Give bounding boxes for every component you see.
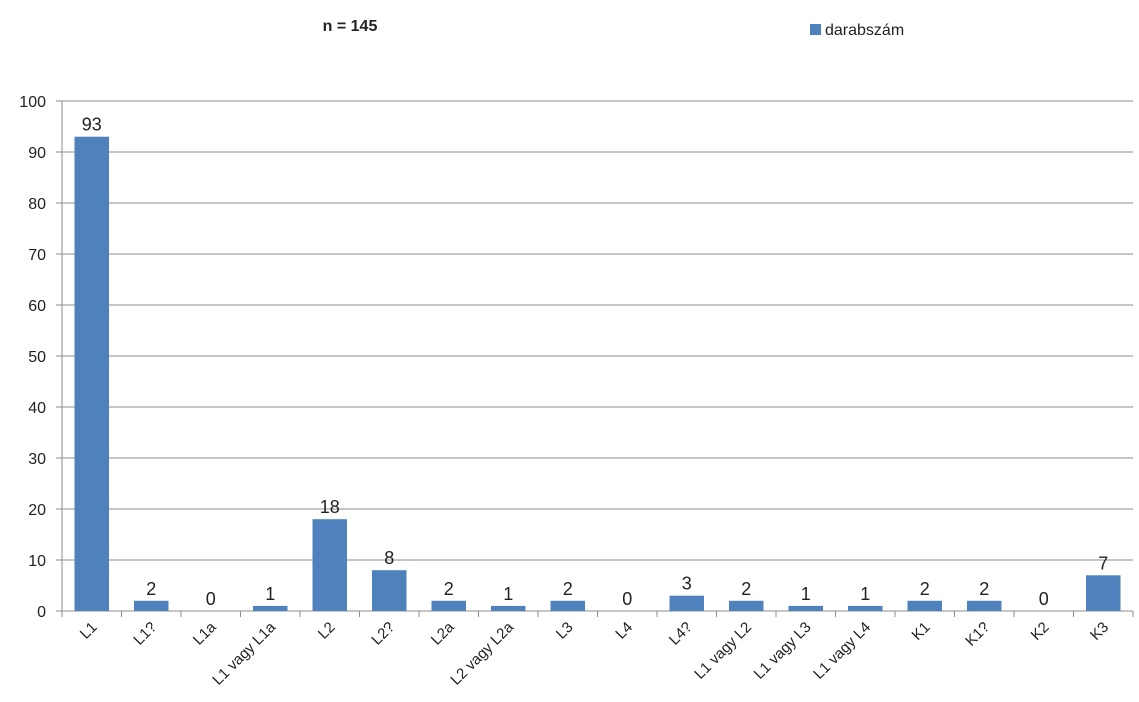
y-tick-label: 80: [28, 196, 46, 213]
bar-l1: [74, 136, 110, 611]
y-tick-label: 0: [37, 604, 46, 621]
data-label: 1: [860, 584, 870, 604]
bar-l3: [550, 600, 586, 611]
bar-l1-vagy-l2: [728, 600, 764, 611]
x-tick-label: L2 vagy L2a: [447, 618, 517, 688]
x-tick-label: L1 vagy L1a: [209, 618, 279, 688]
x-tick-label: K3: [1087, 619, 1112, 644]
y-tick-label: 10: [28, 553, 46, 570]
data-label: 2: [444, 579, 454, 599]
data-label: 1: [801, 584, 811, 604]
bar-l1-: [133, 600, 169, 611]
legend: darabszám: [810, 22, 904, 39]
legend-label: darabszám: [825, 22, 904, 39]
bars: [74, 136, 1121, 611]
bar-k1: [907, 600, 943, 611]
x-tick-label: K2: [1028, 619, 1053, 644]
chart-title: n = 145: [323, 18, 378, 35]
x-tick-label: L2: [315, 619, 339, 643]
bar-l1-vagy-l3: [788, 605, 824, 611]
data-label: 2: [146, 579, 156, 599]
data-label: 0: [1039, 589, 1049, 609]
x-tick-label: L1: [77, 619, 101, 643]
data-label: 1: [503, 584, 513, 604]
y-tick-label: 100: [19, 94, 46, 111]
y-tick-label: 30: [28, 451, 46, 468]
data-label: 2: [563, 579, 573, 599]
y-tick-label: 20: [28, 502, 46, 519]
y-tick-label: 60: [28, 298, 46, 315]
x-tick-label: L1?: [130, 619, 160, 649]
y-tick-label: 50: [28, 349, 46, 366]
bar-l2a: [431, 600, 467, 611]
x-tick-label: K1: [909, 619, 934, 644]
data-label: 2: [979, 579, 989, 599]
y-tick-label: 90: [28, 145, 46, 162]
data-label: 2: [920, 579, 930, 599]
x-tick-label: L2?: [368, 619, 398, 649]
data-label: 0: [206, 589, 216, 609]
y-axis: 0 10 20 30 40 50 60 70 80 90 100: [19, 94, 63, 621]
data-label: 0: [622, 589, 632, 609]
x-tick-label: K1?: [962, 619, 993, 650]
data-label: 2: [741, 579, 751, 599]
data-label: 1: [265, 584, 275, 604]
x-tick-label: L1 vagy L4: [810, 619, 874, 683]
bar-l4-: [669, 595, 705, 611]
gridlines: [62, 100, 1133, 612]
y-tick-label: 40: [28, 400, 46, 417]
bar-l1-vagy-l4: [847, 605, 883, 611]
x-tick-label: L1a: [190, 618, 220, 648]
data-label: 18: [320, 497, 340, 517]
data-label: 3: [682, 574, 692, 594]
data-label: 8: [384, 548, 394, 568]
x-tick-label: L4?: [666, 619, 696, 649]
x-tick-label: L3: [553, 619, 577, 643]
y-tick-label: 70: [28, 247, 46, 264]
data-label: 7: [1098, 553, 1108, 573]
bar-l1-vagy-l1a: [252, 605, 288, 611]
data-label: 93: [82, 115, 102, 135]
bar-k1-: [966, 600, 1002, 611]
x-tick-label: L2a: [428, 618, 458, 648]
legend-swatch: [810, 24, 821, 35]
x-tick-label: L4: [612, 619, 636, 643]
bar-k3: [1085, 575, 1121, 611]
bar-l2-vagy-l2a: [490, 605, 526, 611]
bar-l2: [312, 519, 348, 611]
data-labels: 93 2 0 1 18 8 2 1 2 0 3 2 1 1 2 2 0 7: [82, 115, 1109, 609]
x-tick-label: L1 vagy L3: [751, 619, 815, 683]
bar-l2-: [371, 570, 407, 611]
x-tick-label: L1 vagy L2: [691, 619, 755, 683]
